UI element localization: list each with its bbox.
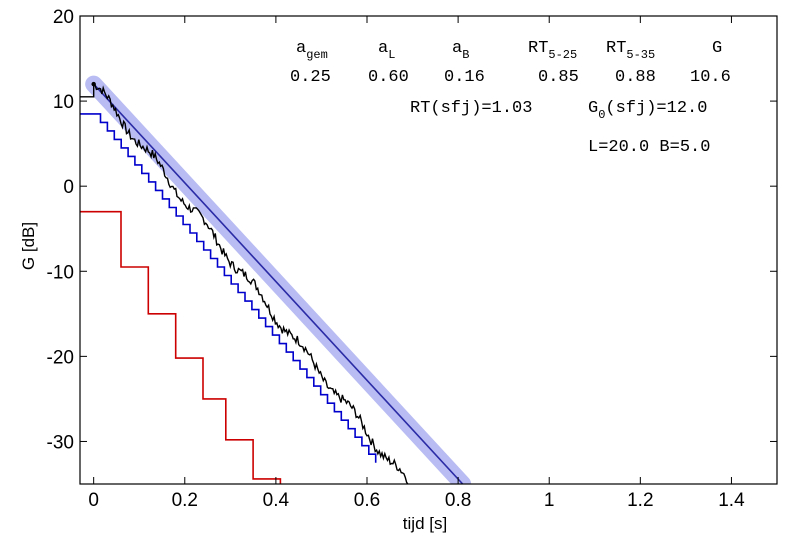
y-tick-label: -20: [47, 347, 74, 368]
header-agem: agem: [296, 39, 328, 62]
annotation-g0-sfj: G0(sfj)=12.0: [588, 99, 707, 122]
annotation-header: agem aL aB RT5-25 RT5-35 G: [296, 39, 722, 62]
x-tick-label: 1: [544, 490, 555, 511]
value-rt525: 0.85: [538, 68, 579, 87]
plot-frame: [79, 15, 778, 485]
x-tick-label: 0: [88, 490, 99, 511]
annotation-rt-sfj: RT(sfj)=1.03: [410, 99, 532, 118]
x-tick-label: 0.4: [263, 490, 290, 511]
y-tick-label: -10: [47, 262, 74, 283]
header-al: aL: [378, 39, 395, 62]
y-tick-label: 0: [63, 177, 74, 198]
fit-line: [93, 83, 464, 484]
y-tick-label: 20: [53, 7, 74, 28]
header-rt525: RT5-25: [528, 39, 577, 62]
x-axis-label: tijd [s]: [403, 514, 447, 533]
x-tick-label: 1.2: [627, 490, 653, 511]
x-tick-label: 0.8: [445, 490, 471, 511]
x-tick-label: 0.2: [172, 490, 198, 511]
y-axis-label: G [dB]: [19, 222, 38, 270]
value-al: 0.60: [368, 68, 409, 87]
annotation-values: 0.25 0.60 0.16 0.85 0.88 10.6: [290, 68, 731, 87]
header-rt535: RT5-35: [606, 39, 655, 62]
value-rt535: 0.88: [615, 68, 656, 87]
value-g: 10.6: [690, 68, 731, 87]
value-agem: 0.25: [290, 68, 331, 87]
x-tick-label: 1.4: [718, 490, 745, 511]
annotation-dimensions: L=20.0 B=5.0: [588, 138, 710, 157]
axes: 0 0.2 0.4 0.6 0.8 1 1.2 1.4 20 10 0 -10 -20 -30: [47, 7, 778, 511]
y-tick-label: -30: [47, 432, 74, 453]
red-staircase-line: [80, 210, 282, 484]
value-ab: 0.16: [444, 68, 485, 87]
blue-staircase-line: [80, 113, 377, 463]
header-ab: aB: [452, 39, 469, 62]
start-point: [91, 81, 96, 87]
measured-decay-line: [80, 84, 409, 484]
y-tick-label: 10: [53, 92, 74, 113]
header-g: G: [712, 39, 722, 58]
x-tick-label: 0.6: [354, 490, 380, 511]
plot-area: [80, 75, 472, 484]
